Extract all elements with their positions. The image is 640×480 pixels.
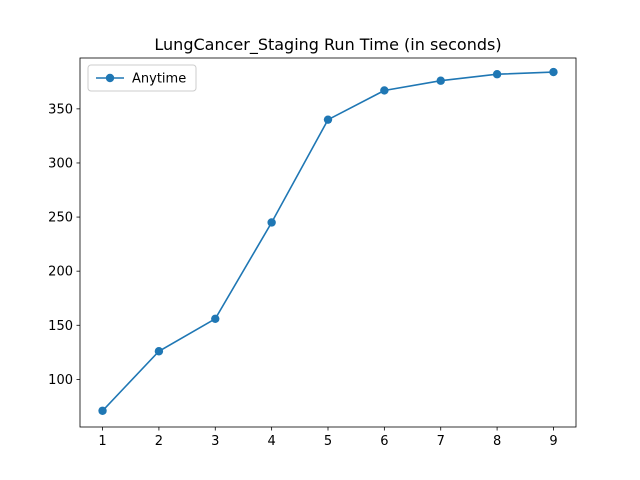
x-axis: 1 2 3 4 5 6 7 8 9 (98, 427, 558, 449)
data-point (380, 86, 389, 95)
x-tick-label: 7 (437, 434, 445, 449)
legend-marker (105, 73, 115, 83)
data-point (267, 218, 276, 227)
data-point (98, 406, 107, 415)
plot-frame (79, 57, 577, 428)
y-tick-label: 250 (48, 211, 73, 226)
data-point (436, 76, 445, 85)
series-layer (98, 67, 558, 415)
x-tick-label: 3 (211, 434, 219, 449)
x-tick-label: 8 (493, 434, 501, 449)
y-tick-label: 100 (48, 373, 73, 388)
y-tick-label: 150 (48, 319, 73, 334)
y-tick-label: 300 (48, 156, 73, 171)
x-tick-label: 6 (380, 434, 388, 449)
y-tick-label: 350 (48, 102, 73, 117)
plot-area (79, 57, 577, 428)
legend: Anytime (87, 64, 197, 92)
x-tick-label: 5 (324, 434, 332, 449)
data-point (492, 70, 502, 79)
data-point (211, 314, 220, 323)
data-point (323, 115, 333, 124)
x-tick-label: 2 (155, 434, 163, 449)
y-axis: 100 150 200 250 300 350 (48, 102, 80, 388)
legend-label: Anytime (132, 72, 186, 87)
data-point (154, 347, 164, 356)
data-point (549, 67, 558, 77)
y-tick-label: 200 (48, 265, 73, 280)
x-tick-label: 1 (98, 434, 106, 449)
legend-box (87, 64, 197, 92)
x-tick-label: 4 (267, 434, 275, 449)
chart-title: LungCancer_Staging Run Time (in seconds) (154, 35, 501, 55)
x-tick-label: 9 (549, 434, 557, 449)
